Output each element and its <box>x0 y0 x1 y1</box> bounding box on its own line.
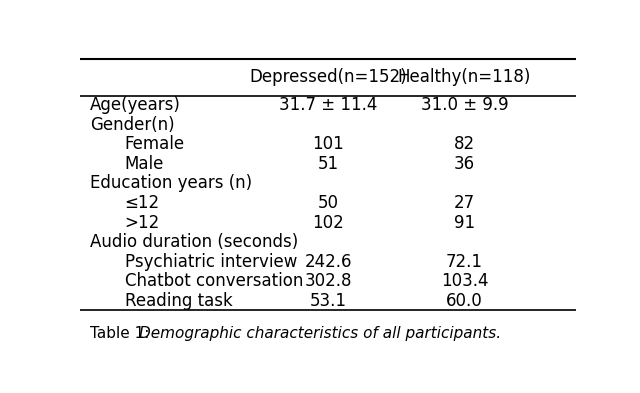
Text: Audio duration (seconds): Audio duration (seconds) <box>90 233 298 251</box>
Text: Reading task: Reading task <box>125 292 232 310</box>
Text: 102: 102 <box>312 213 344 231</box>
Text: 302.8: 302.8 <box>304 272 352 290</box>
Text: 101: 101 <box>312 136 344 153</box>
Text: 91: 91 <box>454 213 475 231</box>
Text: 31.0 ± 9.9: 31.0 ± 9.9 <box>420 96 508 114</box>
Text: Healthy(n=118): Healthy(n=118) <box>397 68 531 86</box>
Text: 51: 51 <box>317 155 339 173</box>
Text: ≤12: ≤12 <box>125 194 160 212</box>
Text: >12: >12 <box>125 213 160 231</box>
Text: 103.4: 103.4 <box>441 272 488 290</box>
Text: Gender(n): Gender(n) <box>90 116 175 134</box>
Text: 27: 27 <box>454 194 475 212</box>
Text: 82: 82 <box>454 136 475 153</box>
Text: Demographic characteristics of all participants.: Demographic characteristics of all parti… <box>138 326 500 341</box>
Text: 60.0: 60.0 <box>446 292 483 310</box>
Text: Psychiatric interview: Psychiatric interview <box>125 253 297 271</box>
Text: Male: Male <box>125 155 164 173</box>
Text: Chatbot conversation: Chatbot conversation <box>125 272 303 290</box>
Text: 72.1: 72.1 <box>446 253 483 271</box>
Text: Female: Female <box>125 136 185 153</box>
Text: Depressed(n=152): Depressed(n=152) <box>249 68 407 86</box>
Text: 242.6: 242.6 <box>304 253 352 271</box>
Text: 31.7 ± 11.4: 31.7 ± 11.4 <box>279 96 377 114</box>
Text: 53.1: 53.1 <box>310 292 346 310</box>
Text: 50: 50 <box>317 194 339 212</box>
Text: Age(years): Age(years) <box>90 96 180 114</box>
Text: Table 1:: Table 1: <box>90 326 149 341</box>
Text: 36: 36 <box>454 155 475 173</box>
Text: Education years (n): Education years (n) <box>90 174 252 193</box>
